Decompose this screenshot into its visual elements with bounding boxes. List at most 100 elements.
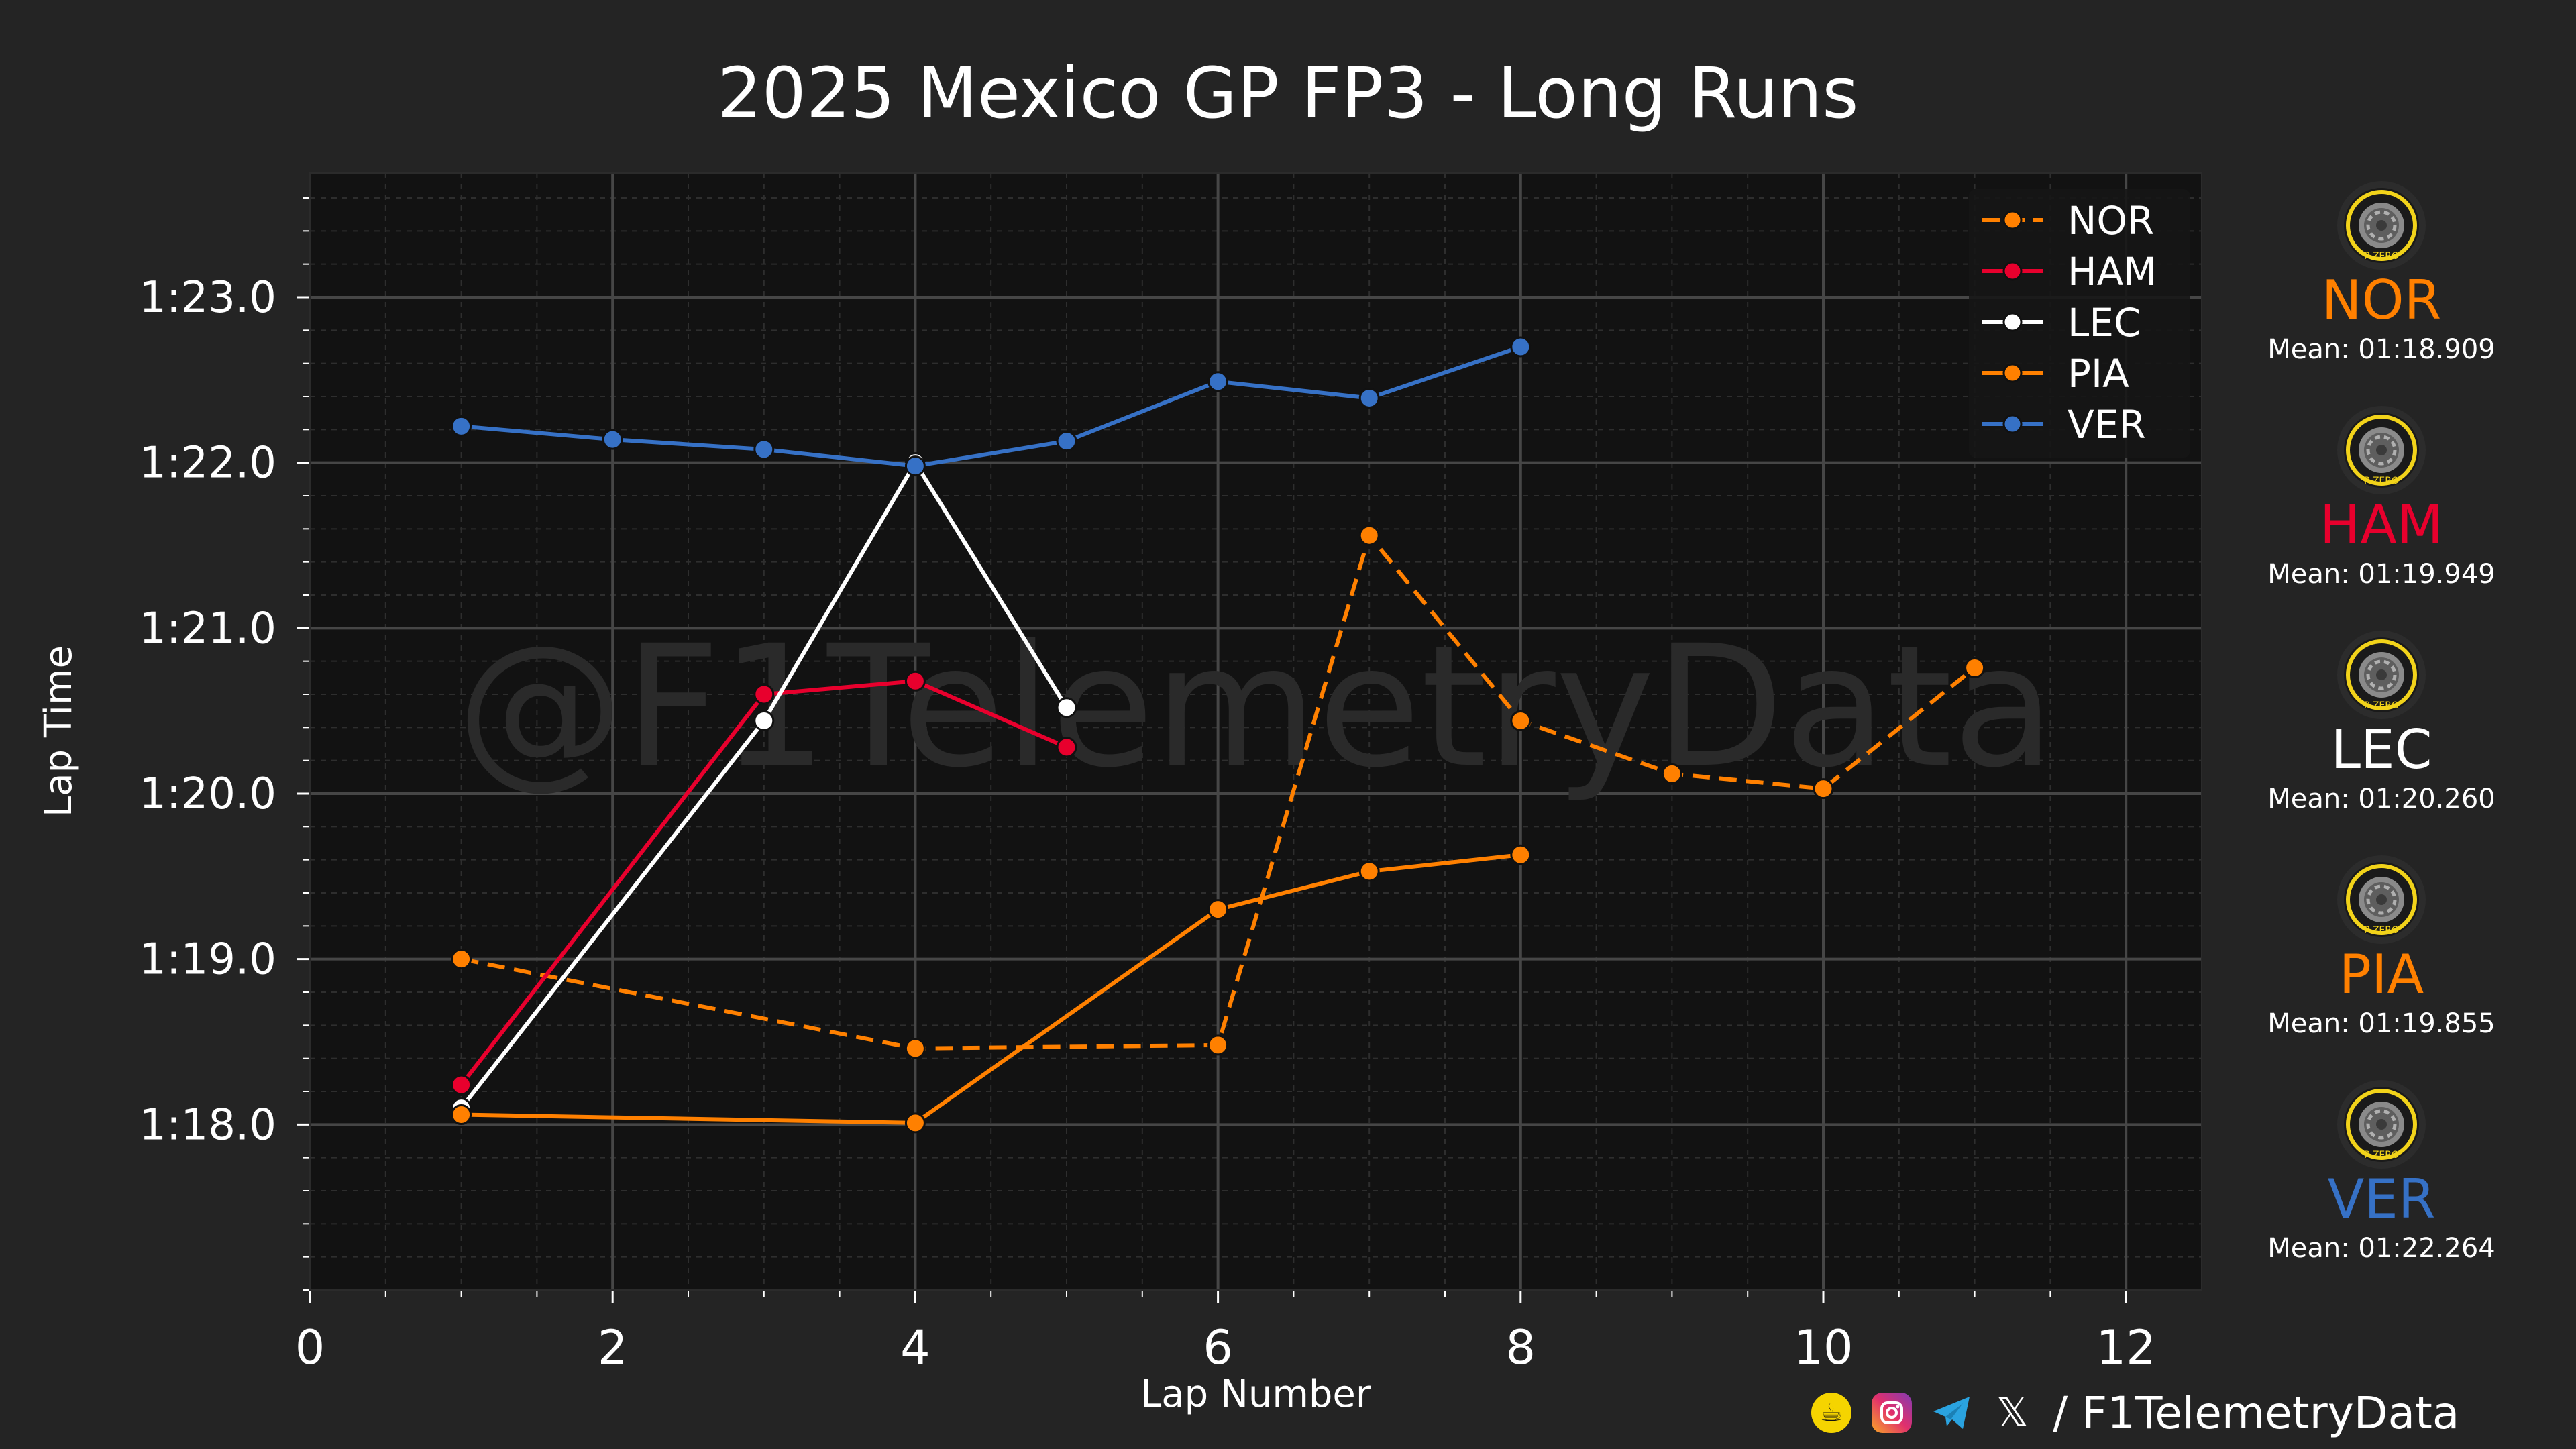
data-point-ver	[451, 415, 472, 437]
legend-swatch-marker	[2002, 312, 2023, 332]
y-tick-label: 1:21.0	[139, 604, 276, 653]
series-pia	[451, 844, 1532, 1134]
footer-handle[interactable]: / F1TelemetryData	[2053, 1387, 2460, 1439]
legend-swatch-marker	[2002, 414, 2023, 434]
series-line-ham	[460, 679, 1068, 1086]
series-ver	[451, 336, 1532, 477]
driver-code: LEC	[2330, 718, 2432, 781]
data-point-nor	[1813, 778, 1834, 800]
instagram-icon[interactable]	[1872, 1393, 1912, 1433]
legend-item-ver: VER	[1982, 402, 2146, 447]
legend: NOR HAM LEC PIA VER	[1969, 189, 2190, 458]
x-icon[interactable]: 𝕏	[1996, 1389, 2029, 1436]
legend-item-ham: HAM	[1982, 249, 2157, 294]
data-point-ver	[753, 439, 775, 460]
axes: 0 2 4 6 8 10 12 1:18.0 1:19.0 1:20.0 1:21.0 1:22.0 1…	[139, 172, 2202, 1375]
data-point-nor	[1510, 710, 1532, 731]
data-point-nor	[451, 949, 472, 970]
data-point-ver	[1056, 431, 1077, 452]
x-axis-label: Lap Number	[1140, 1373, 1372, 1416]
driver-code: PIA	[2339, 943, 2424, 1006]
driver-card-nor: P ZERO NOR Mean: 01:18.909	[2254, 180, 2509, 366]
y-axis-label: Lap Time	[37, 645, 80, 817]
telegram-icon[interactable]	[1932, 1393, 1972, 1433]
tyre-icon: P ZERO	[2337, 1080, 2426, 1169]
series-layer	[451, 336, 1986, 1134]
data-point-ver	[1208, 371, 1229, 392]
y-tick-label: 1:19.0	[139, 935, 276, 985]
legend-swatch-marker	[2002, 261, 2023, 281]
x-tick-label: 0	[295, 1320, 325, 1375]
data-point-ver	[1510, 336, 1532, 358]
data-point-lec	[1056, 697, 1077, 718]
legend-label: PIA	[2068, 351, 2129, 396]
data-point-nor	[1208, 1034, 1229, 1056]
plot-area	[310, 173, 2202, 1290]
driver-code: NOR	[2321, 269, 2442, 331]
driver-mean: Mean: 01:18.909	[2267, 334, 2496, 365]
series-line-nor	[461, 533, 1976, 1051]
data-point-ver	[602, 429, 623, 450]
legend-item-pia: PIA	[1982, 351, 2129, 396]
data-point-ver	[904, 455, 926, 477]
data-point-pia	[451, 1104, 472, 1126]
social-footer: ☕ 𝕏 / F1TelemetryData	[1811, 1387, 2460, 1439]
driver-card-ver: P ZERO VER Mean: 01:22.264	[2254, 1079, 2509, 1265]
data-point-nor	[1661, 763, 1682, 784]
y-tick-label: 1:20.0	[139, 769, 276, 819]
watermark: @F1TelemetryData	[456, 609, 2055, 804]
legend-label: VER	[2068, 402, 2146, 447]
legend-label: NOR	[2068, 198, 2154, 244]
tyre-brand: P ZERO	[2364, 925, 2399, 936]
y-tick-label: 1:22.0	[139, 439, 276, 488]
driver-card-ham: P ZERO HAM Mean: 01:19.949	[2254, 405, 2509, 591]
driver-code: VER	[2327, 1168, 2436, 1230]
data-point-ham	[451, 1074, 472, 1095]
legend-box	[1969, 189, 2190, 458]
plot-frame	[309, 172, 2202, 1291]
x-tick-label: 6	[1203, 1320, 1233, 1375]
x-tick-label: 12	[2096, 1320, 2156, 1375]
series-line-lec	[460, 460, 1069, 1110]
x-tick-label: 2	[598, 1320, 628, 1375]
data-point-pia	[1358, 861, 1380, 882]
data-point-ver	[1358, 387, 1380, 409]
x-tick-label: 8	[1506, 1320, 1536, 1375]
tyre-brand: P ZERO	[2364, 700, 2399, 711]
legend-label: HAM	[2068, 249, 2157, 294]
driver-mean: Mean: 01:20.260	[2267, 784, 2496, 814]
legend-swatch-marker	[2002, 210, 2023, 230]
driver-card-lec: P ZERO LEC Mean: 01:20.260	[2254, 629, 2509, 816]
driver-code: HAM	[2320, 494, 2443, 556]
data-point-pia	[904, 1112, 926, 1134]
series-ham	[451, 670, 1077, 1095]
driver-mean: Mean: 01:22.264	[2267, 1233, 2496, 1264]
tyre-icon: P ZERO	[2337, 181, 2426, 270]
y-tick-label: 1:23.0	[139, 273, 276, 323]
data-point-lec	[753, 710, 775, 731]
buymeacoffee-icon[interactable]: ☕	[1811, 1393, 1851, 1433]
tyre-brand: P ZERO	[2364, 476, 2399, 486]
data-point-ham	[904, 670, 926, 692]
data-point-nor	[1964, 657, 1986, 679]
data-point-ham	[753, 684, 775, 705]
data-point-nor	[1358, 525, 1380, 546]
legend-label: LEC	[2068, 300, 2141, 345]
tyre-brand: P ZERO	[2364, 251, 2399, 262]
series-nor	[451, 525, 1986, 1059]
x-tick-label: 4	[900, 1320, 930, 1375]
tyre-brand: P ZERO	[2364, 1150, 2399, 1161]
data-point-pia	[1510, 844, 1532, 865]
data-point-nor	[904, 1038, 926, 1059]
legend-swatch-marker	[2002, 363, 2023, 383]
driver-mean: Mean: 01:19.949	[2267, 559, 2496, 590]
x-tick-label: 10	[1793, 1320, 1853, 1375]
legend-item-nor: NOR	[1982, 198, 2154, 244]
tyre-icon: P ZERO	[2337, 406, 2426, 494]
series-line-ver	[461, 345, 1521, 468]
tyre-icon: P ZERO	[2337, 855, 2426, 944]
data-point-pia	[1208, 899, 1229, 920]
y-tick-label: 1:18.0	[139, 1100, 276, 1150]
data-point-ham	[1056, 737, 1077, 758]
